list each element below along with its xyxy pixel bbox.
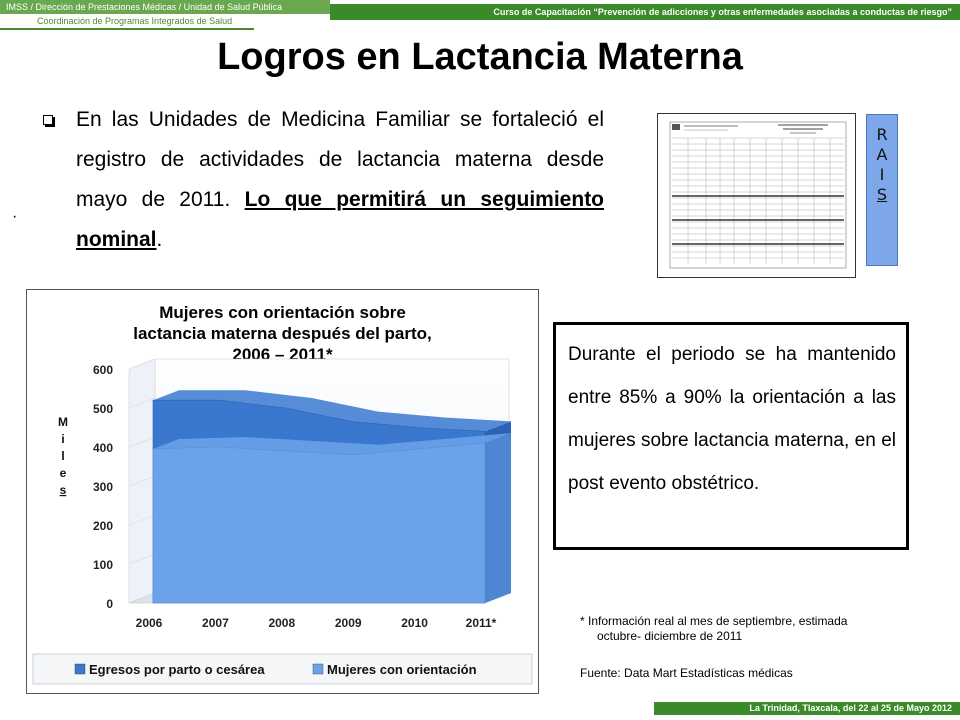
legend-label: Egresos por parto o cesárea <box>89 662 265 677</box>
footnote-line: * Información real al mes de septiembre,… <box>580 614 848 628</box>
rais-label: R A I S <box>866 114 898 266</box>
header-coordination: Coordinación de Programas Integrados de … <box>0 14 254 28</box>
x-tick-label: 2008 <box>268 616 295 630</box>
series-top-face <box>153 390 511 432</box>
rais-form-sketch <box>669 121 847 269</box>
footer-event: La Trinidad, Tlaxcala, del 22 al 25 de M… <box>654 702 960 715</box>
stray-dot: · <box>12 208 18 225</box>
chart-gridline <box>128 397 156 409</box>
y-tick-label: 400 <box>93 441 113 455</box>
paragraph-emphasis: Lo que permitirá un seguimiento nominal <box>76 188 605 251</box>
header-institution: IMSS / Dirección de Prestaciones Médicas… <box>0 0 330 14</box>
chart-gridline <box>128 514 156 526</box>
bullet-paragraph: En las Unidades de Medicina Familiar se … <box>76 100 604 260</box>
chart-plot: 0 100 200 300 400 500 600 2006 2007 2008 2009 2010 2… <box>32 358 533 685</box>
x-tick-label: 2006 <box>136 616 163 630</box>
series-side-face <box>485 433 511 603</box>
chart-gridline <box>128 475 156 487</box>
y-tick-label: 500 <box>93 402 113 416</box>
rais-letter: S <box>876 185 888 204</box>
rais-form-image <box>657 113 856 278</box>
chart-title-line: Mujeres con orientación sobre <box>159 303 406 322</box>
paragraph-end: . <box>156 228 163 251</box>
series-top-face <box>153 433 511 455</box>
x-tick-label: 2007 <box>202 616 229 630</box>
chart-legend <box>32 653 533 685</box>
source-note: Fuente: Data Mart Estadísticas médicas <box>580 666 793 680</box>
footnote-line: octubre- diciembre de 2011 <box>597 629 743 643</box>
rais-letter: I <box>879 165 885 184</box>
y-tick-label: 600 <box>93 363 113 377</box>
chart-gridline <box>128 436 156 448</box>
area-chart: Mujeres con orientación sobre lactancia … <box>26 289 539 694</box>
chart-gridline <box>128 553 156 565</box>
y-axis-label-letter: e <box>60 466 67 480</box>
legend-swatch <box>312 663 324 675</box>
y-tick-label: 100 <box>93 558 113 572</box>
legend-swatch <box>74 663 86 675</box>
rais-letter: A <box>876 145 888 164</box>
header-divider <box>0 28 254 30</box>
paragraph-text: En las Unidades de Medicina Familiar se … <box>76 108 604 211</box>
header-course: Curso de Capacitación “Prevención de adi… <box>330 4 960 20</box>
y-axis-label-letter: l <box>61 449 64 463</box>
y-tick-label: 200 <box>93 519 113 533</box>
y-tick-label: 300 <box>93 480 113 494</box>
x-tick-label: 2011* <box>466 616 497 630</box>
summary-text-box: Durante el periodo se ha mantenido entre… <box>553 322 909 550</box>
y-axis-label-letter: M <box>58 415 68 429</box>
footnote: * Información real al mes de septiembre,… <box>580 614 910 644</box>
chart-gridline <box>128 358 156 370</box>
chart-gridline <box>128 592 156 604</box>
chart-title-line: lactancia materna después del parto, <box>133 324 432 343</box>
rais-letter: R <box>876 125 888 144</box>
legend-label: Mujeres con orientación <box>327 662 477 677</box>
bullet-square-icon <box>43 115 53 125</box>
x-tick-label: 2009 <box>335 616 362 630</box>
y-axis-label-letter: s <box>60 483 67 497</box>
page-title: Logros en Lactancia Materna <box>217 36 743 78</box>
series-area <box>152 442 486 604</box>
y-axis-label-letter: i <box>61 432 64 446</box>
y-tick-label: 0 <box>106 597 113 611</box>
x-tick-label: 2010 <box>401 616 428 630</box>
